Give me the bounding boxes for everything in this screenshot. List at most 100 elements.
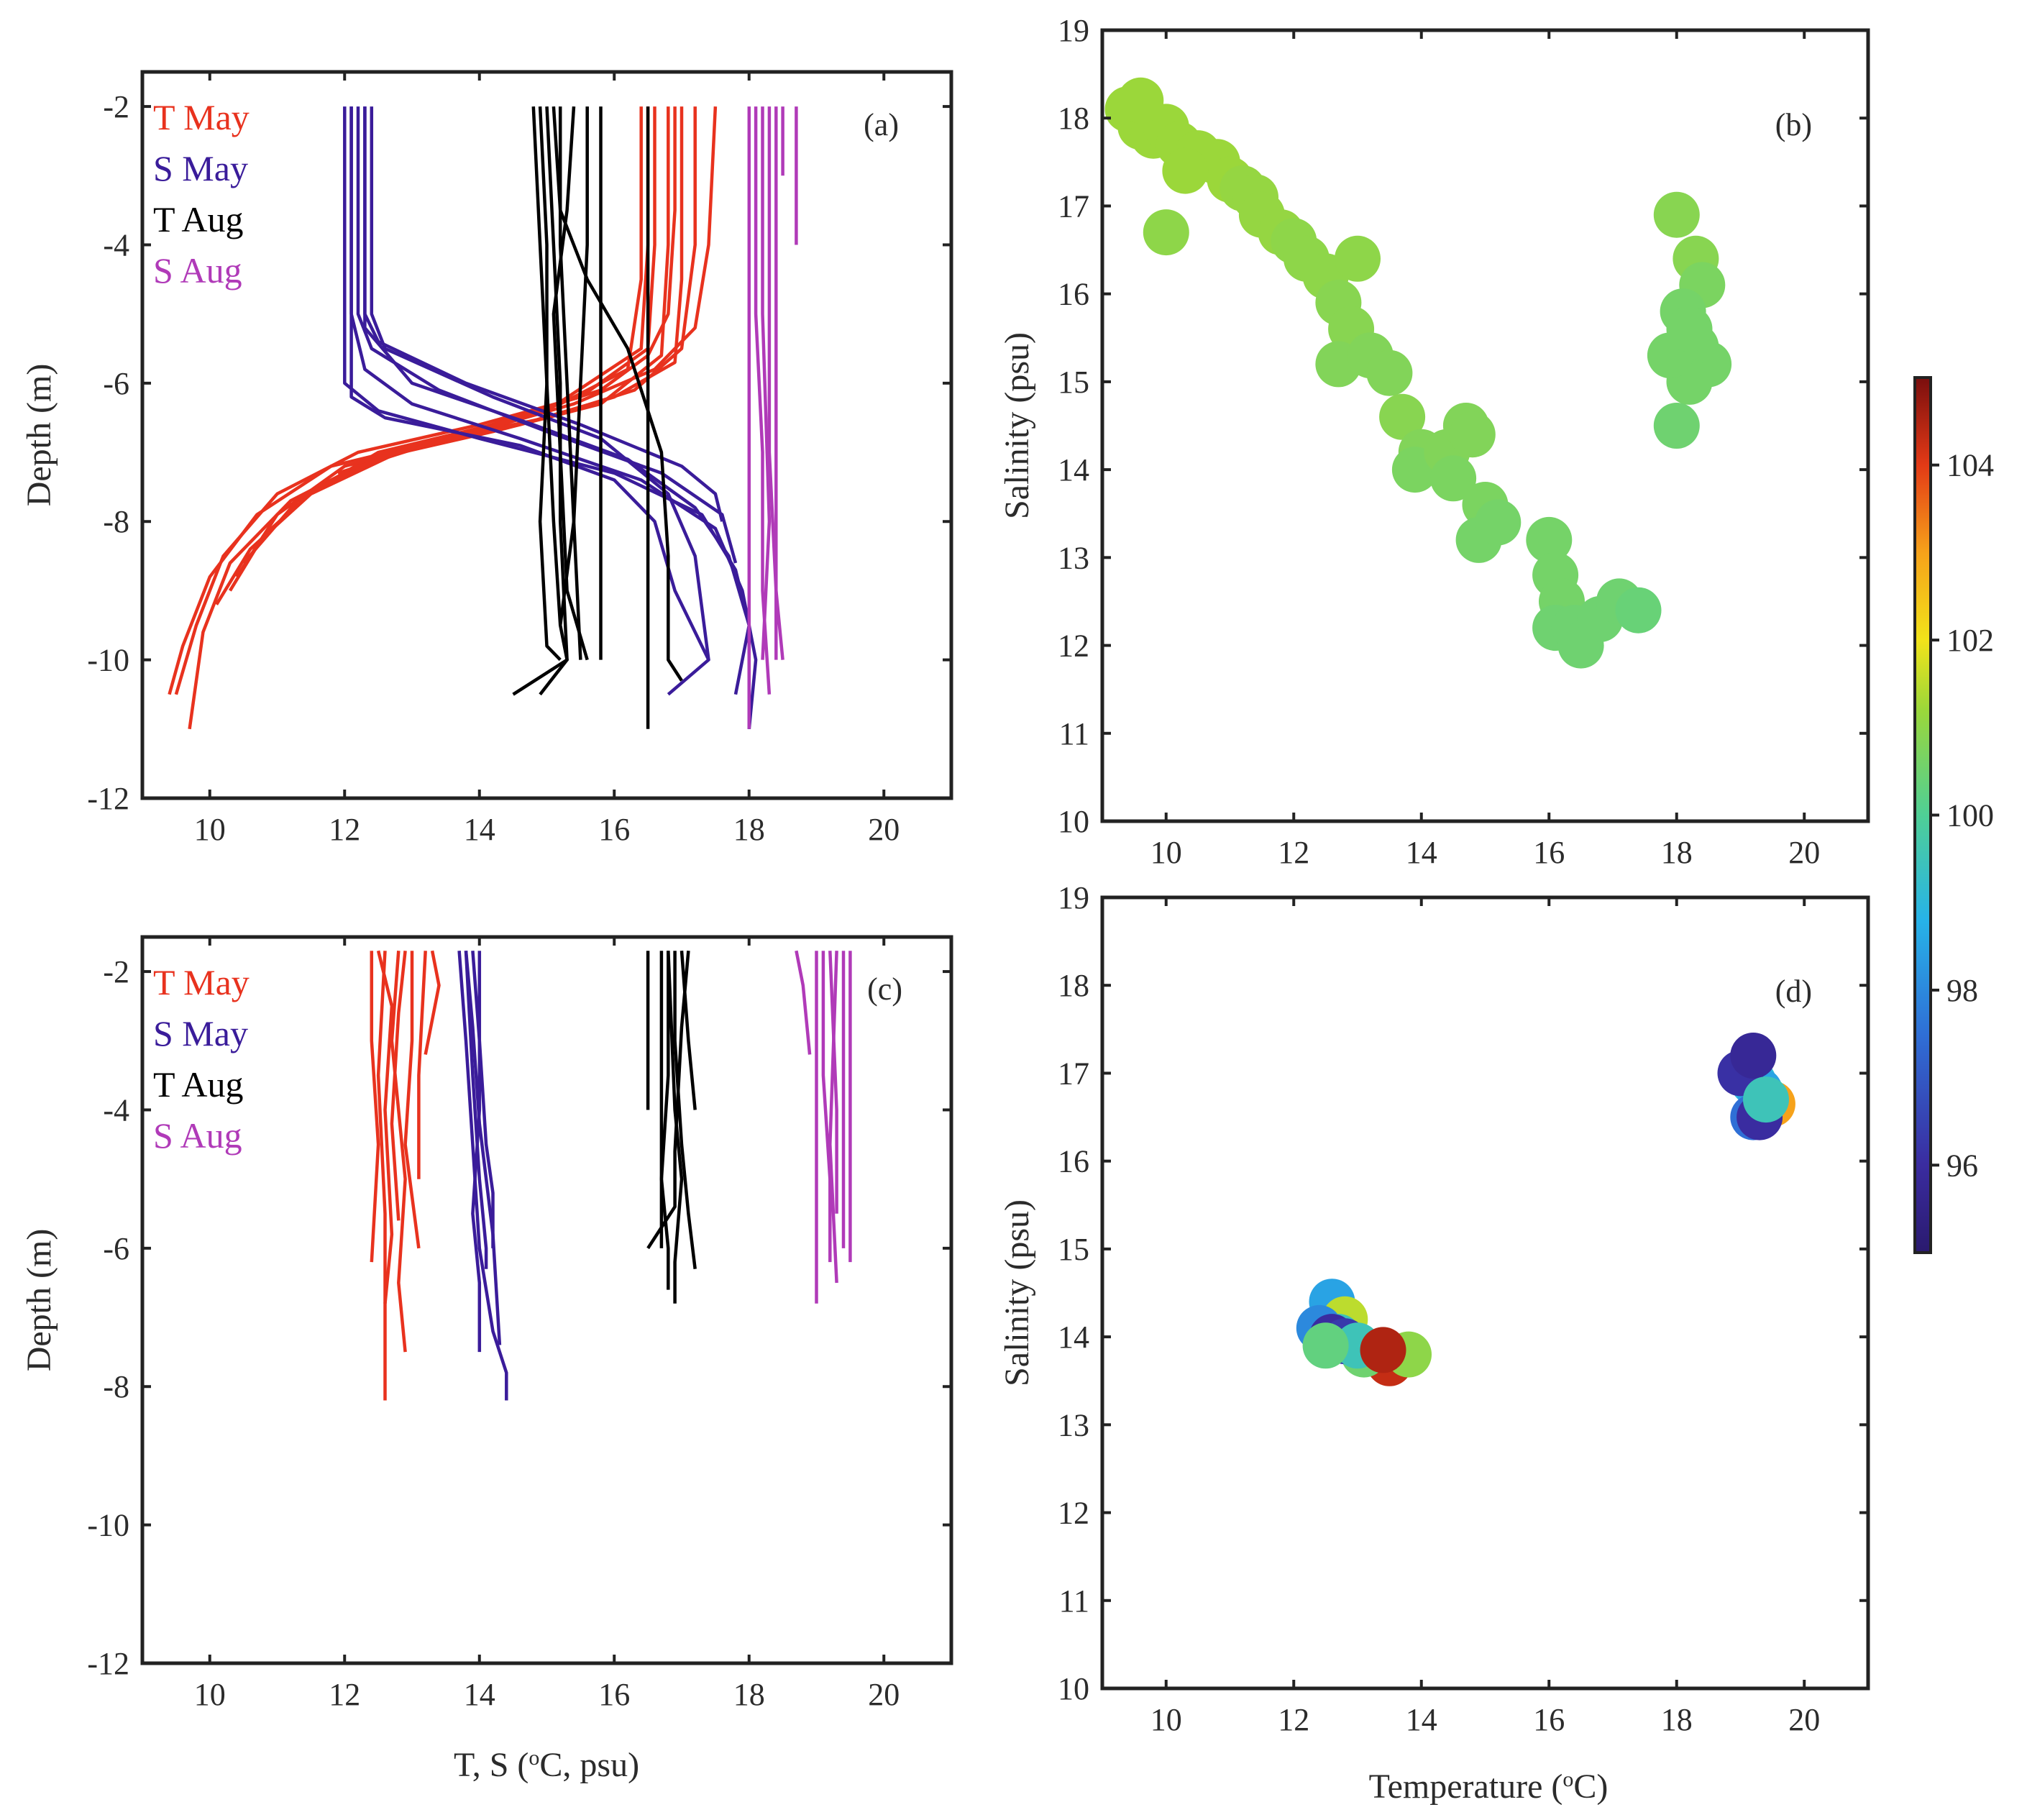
ytick-label-b-1: 18 [1058,101,1089,136]
profile-c-s-aug-0 [795,950,812,1055]
panel-d-xlabel: Temperature (oC) [1369,1768,1609,1806]
profile-c-t-aug-3 [680,951,697,1110]
xtick-label-c-1: 12 [329,1677,360,1712]
profile-a-t-aug-6 [552,106,683,682]
profile-c-s-may-0 [457,951,508,1401]
point-b-33 [1475,499,1522,546]
profile-a-t-aug-5 [558,106,589,626]
xtick-label-b-5: 20 [1788,835,1820,870]
profile-a-t-aug-3 [552,106,589,661]
xtick-label-d-0: 10 [1150,1702,1182,1737]
xtick-label-d-2: 14 [1406,1702,1437,1737]
legend-c-t-may: T May [153,962,250,1002]
point-b-23 [1366,349,1413,396]
point-d-10 [1360,1327,1406,1373]
point-d-18 [1730,1033,1777,1079]
xtick-label-b-3: 16 [1533,835,1565,870]
xtick-label-b-4: 18 [1661,835,1693,870]
legend-a-t-aug: T Aug [153,199,244,239]
xtick-label-c-4: 18 [733,1677,765,1712]
colorbar: 104 102 100 98 96 [1913,376,1994,1254]
ytick-label-b-7: 12 [1058,628,1089,664]
ytick-label-d-0: 19 [1058,880,1089,915]
point-b-34 [1526,516,1573,563]
xtick-label-d-5: 20 [1788,1702,1820,1737]
panel-d-ylabel: Salinity (psu) [998,1199,1036,1386]
xtick-label-d-4: 18 [1661,1702,1693,1737]
ytick-label-b-6: 13 [1058,540,1089,575]
profile-c-t-may-2 [390,951,407,1353]
xtick-label-d-3: 16 [1533,1702,1565,1737]
xtick-label-a-5: 20 [868,812,900,847]
profile-c-s-aug-3 [828,951,838,1214]
profile-a-t-may-2 [168,106,643,695]
legend-c-t-aug: T Aug [153,1064,244,1105]
legend-a-s-may: S May [153,148,248,188]
ytick-label-b-5: 14 [1058,452,1089,488]
profile-c-s-may-1 [464,951,488,1269]
profile-c-s-may-2 [471,951,495,1248]
ytick-label-a-5: -12 [87,781,129,816]
profile-a-s-may-4 [370,106,710,660]
xtick-label-a-0: 10 [194,812,226,847]
ytick-label-c-5: -12 [87,1646,129,1681]
ytick-label-d-8: 11 [1059,1583,1089,1619]
xtick-label-a-3: 16 [598,812,630,847]
ytick-label-d-4: 15 [1058,1232,1089,1267]
point-b-5 [1117,77,1164,124]
profile-a-s-aug-2 [761,106,772,660]
ytick-label-a-2: -6 [103,366,129,401]
panel-b-ylabel: Salinity (psu) [998,332,1036,519]
point-b-11 [1162,147,1209,194]
xtick-label-c-2: 14 [464,1677,495,1712]
ytick-label-d-3: 16 [1058,1144,1089,1179]
colorbar-tick-label-0: 104 [1946,448,1994,483]
xtick-label-c-5: 20 [868,1677,900,1712]
ytick-label-c-2: -6 [103,1231,129,1266]
point-b-29 [1430,455,1477,502]
profile-a-t-aug-8 [538,106,562,662]
profile-a-t-may-0 [174,106,656,695]
profile-c-t-may-1 [376,951,387,1401]
point-d-20 [1743,1076,1789,1123]
panel-c-ylabel: Depth (m) [20,1229,58,1372]
profile-a-s-aug-3 [767,106,784,660]
ytick-label-a-0: -2 [103,89,129,124]
colorbar-tick-label-2: 100 [1946,798,1994,833]
profile-c-t-may-3 [403,951,421,1249]
profile-c-t-may-7 [390,950,407,1221]
ytick-label-c-3: -8 [103,1369,129,1404]
ytick-label-d-9: 10 [1058,1671,1089,1706]
profile-c-t-may-5 [376,950,394,1304]
xtick-label-a-4: 18 [733,812,765,847]
point-b-43 [1653,191,1700,238]
profile-c-s-may-3 [471,951,482,1353]
xtick-label-b-1: 12 [1278,835,1309,870]
panel-a-ylabel: Depth (m) [20,364,58,507]
xtick-label-a-1: 12 [329,812,360,847]
ytick-label-d-6: 13 [1058,1407,1089,1442]
ytick-label-c-4: -10 [87,1508,129,1543]
point-b-24 [1379,393,1426,440]
profile-c-s-aug-6 [828,951,838,1284]
panel-b-label: (b) [1775,107,1812,142]
point-d-11 [1302,1322,1349,1369]
profile-a-s-may-3 [363,106,724,522]
colorbar-tick-label-3: 98 [1946,973,1978,1008]
profile-c-t-may-0 [370,951,380,1263]
profile-a-t-may-6 [235,106,718,578]
ytick-label-b-8: 11 [1059,716,1089,751]
ytick-label-d-5: 14 [1058,1320,1089,1355]
xtick-label-b-0: 10 [1150,835,1182,870]
profile-a-s-may-6 [363,106,751,695]
colorbar-gradient [1913,376,1932,1254]
ytick-label-c-1: -4 [103,1092,129,1128]
panel-b: (b) 10 12 14 16 18 20 19 18 17 16 15 14 13 12 11 10 Sal… [998,13,1870,870]
ytick-label-a-1: -4 [103,227,129,262]
xtick-label-c-0: 10 [194,1677,226,1712]
ytick-label-d-1: 18 [1058,968,1089,1003]
point-b-42 [1615,587,1662,634]
ytick-label-d-2: 17 [1058,1056,1089,1091]
profile-a-s-may-5 [349,106,710,696]
